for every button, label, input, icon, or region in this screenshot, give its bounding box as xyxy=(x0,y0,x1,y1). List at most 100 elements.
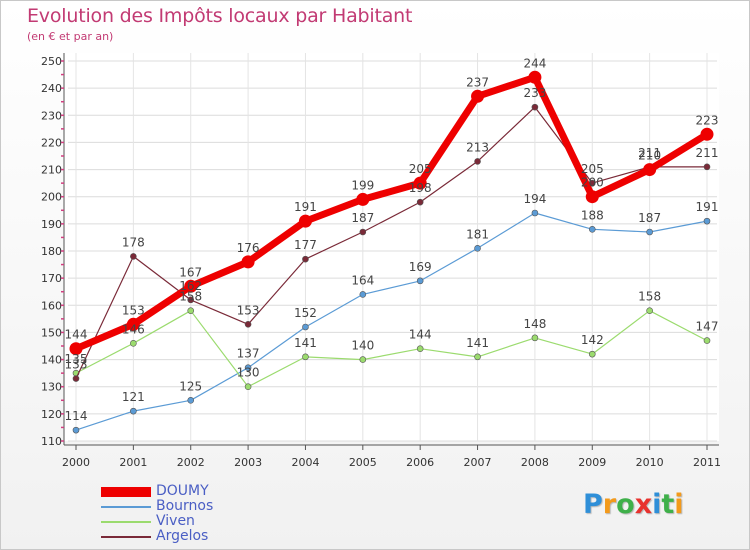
data-point-doumy xyxy=(585,190,599,204)
data-label: 223 xyxy=(696,113,719,127)
data-label: 141 xyxy=(294,336,317,350)
data-point-doumy xyxy=(413,176,427,190)
data-label: 237 xyxy=(466,75,489,89)
data-point-viven xyxy=(703,337,711,344)
x-tick-label: 2009 xyxy=(578,456,606,469)
logo-letter: i xyxy=(652,489,662,520)
logo-letter: x xyxy=(634,489,653,520)
data-point-viven xyxy=(130,339,137,347)
chart-title: Evolution des Impôts locaux par Habitant xyxy=(27,5,413,27)
y-tick-label: 210 xyxy=(41,164,62,177)
data-point-argelos xyxy=(72,375,80,382)
data-point-doumy xyxy=(126,317,140,331)
x-tick-label: 2003 xyxy=(234,456,262,469)
data-label: 144 xyxy=(409,328,432,342)
data-point-argelos xyxy=(302,255,309,263)
data-point-argelos xyxy=(130,253,137,260)
data-point-viven xyxy=(302,353,309,361)
data-point-doumy xyxy=(700,127,714,141)
data-label: 114 xyxy=(65,409,88,423)
data-point-viven xyxy=(359,356,367,363)
logo-letter: r xyxy=(602,489,617,520)
legend-label: Viven xyxy=(156,513,195,529)
data-label: 191 xyxy=(696,200,719,214)
legend-label: DOUMY xyxy=(156,483,209,499)
data-point-bournos xyxy=(416,277,424,285)
logo-letter: i xyxy=(674,489,684,520)
data-point-viven xyxy=(187,307,195,315)
legend-swatch xyxy=(101,536,151,538)
series-line-bournos xyxy=(75,212,708,431)
data-label: 199 xyxy=(351,178,374,192)
y-tick-label: 110 xyxy=(41,435,62,448)
data-point-argelos xyxy=(244,320,252,328)
data-point-argelos xyxy=(703,163,711,171)
data-label: 146 xyxy=(122,322,145,336)
data-label: 164 xyxy=(351,273,374,287)
data-label: 176 xyxy=(237,241,260,255)
data-label: 158 xyxy=(179,290,202,304)
data-point-viven xyxy=(416,345,424,353)
x-tick-label: 2002 xyxy=(177,456,205,469)
data-point-viven xyxy=(646,307,653,315)
data-point-doumy xyxy=(471,89,485,103)
y-tick-label: 120 xyxy=(41,408,62,421)
data-point-argelos xyxy=(531,103,539,111)
x-tick-label: 2010 xyxy=(636,456,664,469)
y-tick-label: 220 xyxy=(41,136,62,149)
data-label: 194 xyxy=(523,192,546,206)
data-label: 167 xyxy=(179,265,202,279)
x-tick-label: 2008 xyxy=(521,456,549,469)
data-label: 144 xyxy=(65,328,88,342)
data-label: 158 xyxy=(638,290,661,304)
proxiti-logo: Proxiti xyxy=(583,489,684,520)
data-point-bournos xyxy=(187,396,195,404)
y-tick-label: 130 xyxy=(41,381,62,394)
data-point-viven xyxy=(531,334,539,342)
data-point-argelos xyxy=(474,158,481,165)
data-point-doumy xyxy=(184,279,198,293)
data-point-argelos xyxy=(187,296,195,304)
data-label: 125 xyxy=(179,379,202,393)
data-point-doumy xyxy=(69,342,83,356)
logo-letter: o xyxy=(616,489,635,520)
logo-letter: t xyxy=(661,489,675,520)
data-label: 187 xyxy=(351,211,374,225)
data-label: 191 xyxy=(294,200,317,214)
data-point-viven xyxy=(474,353,481,361)
data-point-bournos xyxy=(703,217,711,225)
data-point-viven xyxy=(588,350,596,358)
data-point-argelos xyxy=(416,198,424,206)
x-tick-label: 2005 xyxy=(349,456,377,469)
data-point-doumy xyxy=(241,255,255,269)
data-label: 135 xyxy=(65,352,88,366)
x-tick-label: 2004 xyxy=(291,456,319,469)
data-label: 169 xyxy=(409,260,432,274)
data-point-bournos xyxy=(244,364,252,372)
plot-area xyxy=(64,53,719,441)
data-label: 152 xyxy=(294,306,317,320)
data-label: 200 xyxy=(581,176,604,190)
data-point-bournos xyxy=(359,291,367,298)
data-point-bournos xyxy=(531,209,539,217)
data-point-doumy xyxy=(528,70,542,84)
data-point-bournos xyxy=(588,225,596,233)
data-point-argelos xyxy=(359,228,367,236)
data-label: 244 xyxy=(523,56,546,70)
data-label: 178 xyxy=(122,235,145,249)
data-point-doumy xyxy=(356,192,370,206)
data-label: 137 xyxy=(237,347,260,361)
data-label: 187 xyxy=(638,211,661,225)
data-label: 177 xyxy=(294,238,317,252)
y-tick-label: 230 xyxy=(41,109,62,122)
x-tick-label: 2000 xyxy=(62,456,90,469)
data-label: 148 xyxy=(523,317,546,331)
series-line-doumy xyxy=(72,73,711,353)
y-tick-label: 190 xyxy=(41,218,62,231)
data-point-bournos xyxy=(646,228,653,236)
y-tick-label: 170 xyxy=(41,272,62,285)
legend-swatch xyxy=(101,487,151,497)
data-label: 210 xyxy=(638,149,661,163)
legend-swatch xyxy=(101,521,151,523)
